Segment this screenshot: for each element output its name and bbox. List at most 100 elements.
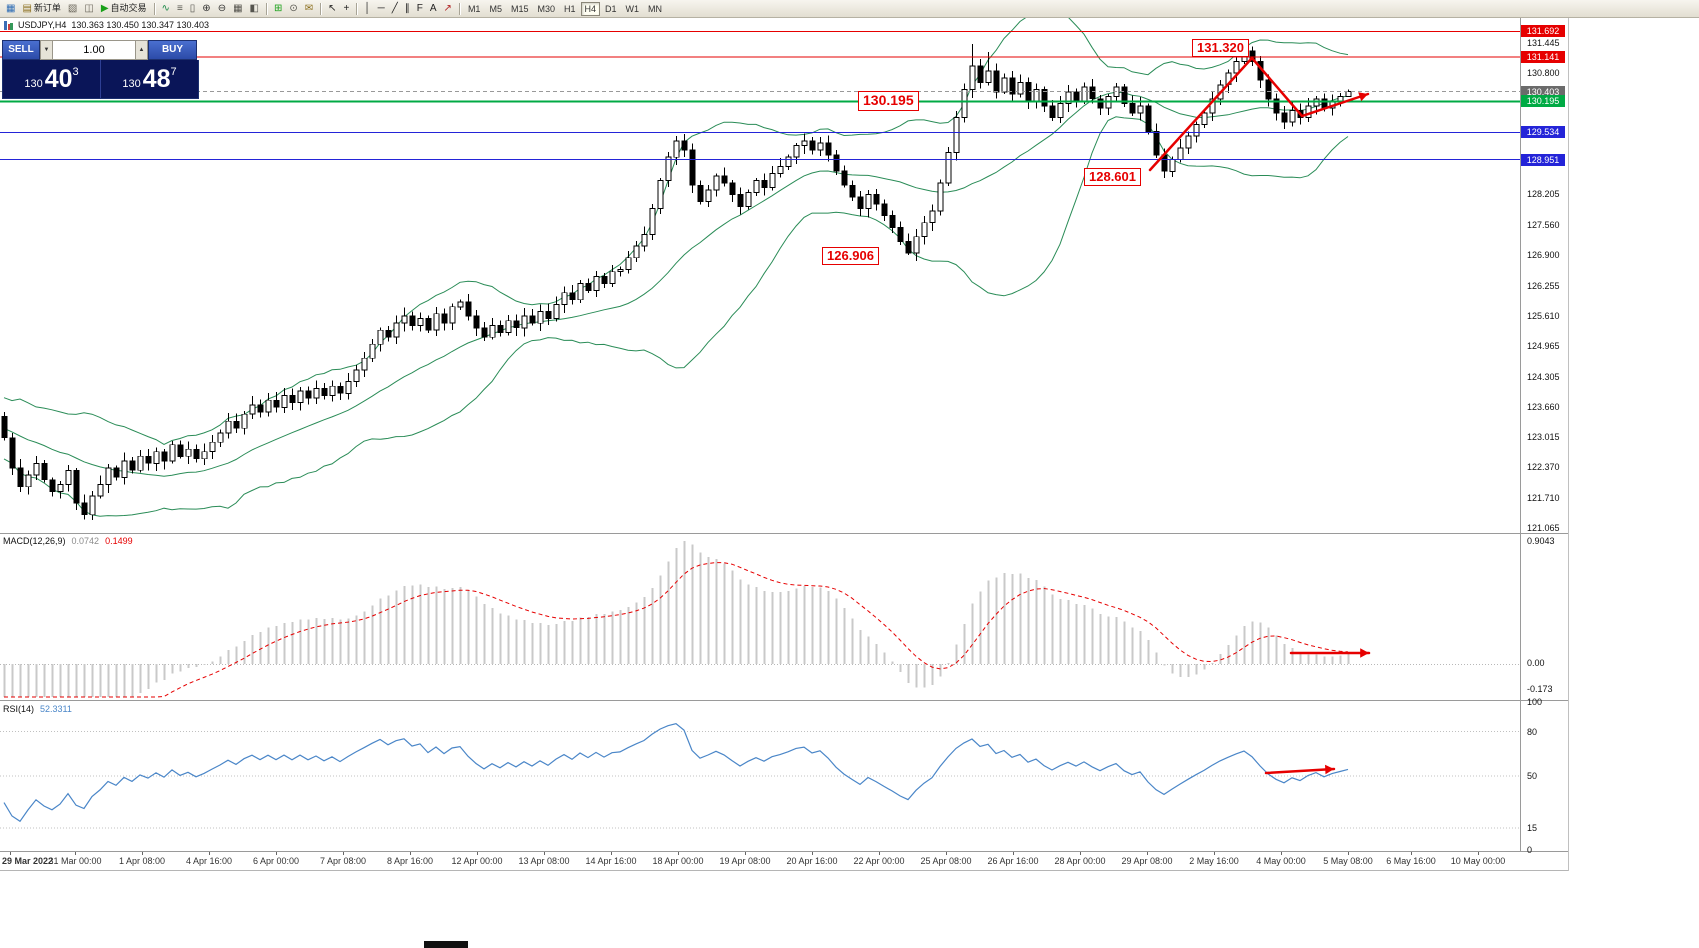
macd-signal-value: 0.1499 xyxy=(105,536,133,546)
sell-price-pips: 40 xyxy=(44,64,73,93)
time-axis-label: 4 May 00:00 xyxy=(1256,856,1306,866)
time-axis-label: 29 Apr 08:00 xyxy=(1121,856,1173,866)
price-scale-tick: 121.710 xyxy=(1527,493,1560,503)
bottom-edge-artifact xyxy=(424,941,468,948)
new-object-icon: ⊞ xyxy=(273,2,283,14)
toolbar-button-candlestick-chart[interactable]: ▯ xyxy=(187,1,199,16)
toolbar-button-cursor[interactable]: ↖ xyxy=(325,1,339,16)
toolbar-button-crosshair[interactable]: + xyxy=(341,1,353,16)
new-order-label: 新订单 xyxy=(33,3,61,13)
data-window-icon: ◧ xyxy=(249,2,259,14)
toolbar-button-autotrading[interactable]: ▶ 自动交易 xyxy=(98,1,150,16)
buy-button[interactable]: BUY xyxy=(148,40,197,60)
crosshair-icon: + xyxy=(343,2,350,14)
macd-scale-min: -0.173 xyxy=(1527,684,1553,694)
toolbar-button-arrows-tool[interactable]: ↗ xyxy=(441,1,455,16)
toolbar-button-fibonacci[interactable]: F xyxy=(414,1,426,16)
price-scale-tick: 126.900 xyxy=(1527,250,1560,260)
price-scale-tick: 121.065 xyxy=(1527,523,1560,533)
toolbar-button-new-chart[interactable]: ▦ xyxy=(3,1,18,16)
toolbar-button-alerts-clock[interactable]: ⊙ xyxy=(286,1,300,16)
rsi-plot xyxy=(0,723,1520,829)
toolbar-separator xyxy=(458,2,460,15)
toolbar-button-new-order[interactable]: ▤ 新订单 xyxy=(19,1,63,16)
toolbar-button-data-window[interactable]: ◧ xyxy=(247,1,262,16)
toolbar-button-vertical-line[interactable]: │ xyxy=(361,1,373,16)
candles xyxy=(1,44,1352,520)
toolbar-separator xyxy=(153,2,155,15)
bollinger-bands xyxy=(3,17,1349,517)
timeframe-button-h4[interactable]: H4 xyxy=(580,1,601,16)
timeframe-button-d1[interactable]: D1 xyxy=(601,2,621,16)
timeframe-button-h1[interactable]: H1 xyxy=(560,2,580,16)
toolbar-button-trendline[interactable]: ╱ xyxy=(389,1,401,16)
macd-scale-max: 0.9043 xyxy=(1527,536,1555,546)
arrows-tool-icon: ↗ xyxy=(443,2,452,14)
toolbar-button-bar-chart[interactable]: ≡ xyxy=(174,1,186,16)
macd-histogram xyxy=(0,541,1520,697)
price-annotation[interactable]: 130.195 xyxy=(858,91,919,111)
toolbar-button-horizontal-line[interactable]: ─ xyxy=(375,1,388,16)
time-axis-label: 5 May 08:00 xyxy=(1323,856,1373,866)
price-scale-tick: 124.965 xyxy=(1527,341,1560,351)
time-axis-label: 29 Mar 2022 xyxy=(2,856,54,866)
trend-arrow[interactable] xyxy=(1264,767,1336,775)
tile-windows-icon: ▦ xyxy=(233,2,243,14)
toolbar-button-zoom-out[interactable]: ⊖ xyxy=(215,1,229,16)
time-axis-label: 8 Apr 16:00 xyxy=(386,856,434,866)
rsi-scale-label: 80 xyxy=(1527,727,1538,737)
volume-down-button[interactable]: ▼ xyxy=(40,40,53,60)
time-axis-label: 14 Apr 16:00 xyxy=(585,856,637,866)
volume-input[interactable] xyxy=(53,40,135,60)
timeframe-button-m5[interactable]: M5 xyxy=(485,2,506,16)
macd-label: MACD(12,26,9) xyxy=(3,536,66,546)
buy-price-display[interactable]: 130 48 7 xyxy=(100,60,198,98)
price-annotation[interactable]: 131.320 xyxy=(1192,39,1249,58)
time-axis-label: 6 May 16:00 xyxy=(1386,856,1436,866)
sell-price-display[interactable]: 130 40 3 xyxy=(3,60,100,98)
price-scale-marker: 129.534 xyxy=(1521,126,1565,138)
candlestick-chart-icon: ▯ xyxy=(189,2,196,14)
time-axis-label: 31 Mar 00:00 xyxy=(48,856,102,866)
price-annotation[interactable]: 126.906 xyxy=(822,247,879,266)
vertical-line-icon: │ xyxy=(364,2,371,14)
symbol-period-label: USDJPY,H4 xyxy=(18,20,67,30)
trade-panel-controls: SELL ▼ ▲ BUY xyxy=(2,40,199,60)
sell-button[interactable]: SELL xyxy=(2,40,40,60)
horizontal-lines[interactable] xyxy=(0,30,1520,160)
time-axis-label: 28 Apr 00:00 xyxy=(1054,856,1106,866)
toolbar-button-indicators[interactable]: ∿ xyxy=(159,1,173,16)
price-scale-tick: 131.445 xyxy=(1527,38,1560,48)
toolbar-button-market-watch[interactable]: ◫ xyxy=(81,1,96,16)
chart-symbol-header: USDJPY,H4 130.363 130.450 130.347 130.40… xyxy=(4,20,209,30)
timeframe-button-m30[interactable]: M30 xyxy=(533,2,559,16)
timeframe-button-m15[interactable]: M15 xyxy=(507,2,533,16)
price-scale-marker: 131.692 xyxy=(1521,25,1565,37)
price-annotation[interactable]: 128.601 xyxy=(1084,168,1141,187)
timeframe-button-m1[interactable]: M1 xyxy=(464,2,485,16)
price-scale-tick: 130.800 xyxy=(1527,68,1560,78)
toolbar-button-chart-profiles[interactable]: ▧ xyxy=(65,1,80,16)
toolbar-button-tile-windows[interactable]: ▦ xyxy=(230,1,245,16)
toolbar-button-text-label[interactable]: A xyxy=(427,1,440,16)
time-axis-label: 12 Apr 00:00 xyxy=(451,856,503,866)
new-order-icon: ▤ xyxy=(22,2,32,14)
timeframe-button-mn[interactable]: MN xyxy=(644,2,666,16)
toolbar-separator xyxy=(356,2,358,15)
trend-arrow[interactable] xyxy=(1148,56,1370,172)
toolbar-button-equidistant-channel[interactable]: ∥ xyxy=(402,1,413,16)
toolbar-separator xyxy=(320,2,322,15)
time-axis-label: 18 Apr 00:00 xyxy=(652,856,704,866)
price-scale-marker: 131.141 xyxy=(1521,51,1565,63)
toolbar-button-zoom-in[interactable]: ⊕ xyxy=(199,1,213,16)
timeframe-button-w1[interactable]: W1 xyxy=(622,2,644,16)
toolbar-button-mailbox[interactable]: ✉ xyxy=(302,1,316,16)
time-axis-label: 25 Apr 08:00 xyxy=(920,856,972,866)
toolbar-button-new-object[interactable]: ⊞ xyxy=(271,1,285,16)
volume-up-button[interactable]: ▲ xyxy=(135,40,148,60)
price-scale-tick: 124.305 xyxy=(1527,372,1560,382)
time-axis-label: 2 May 16:00 xyxy=(1189,856,1239,866)
buy-price-point: 7 xyxy=(170,66,177,78)
